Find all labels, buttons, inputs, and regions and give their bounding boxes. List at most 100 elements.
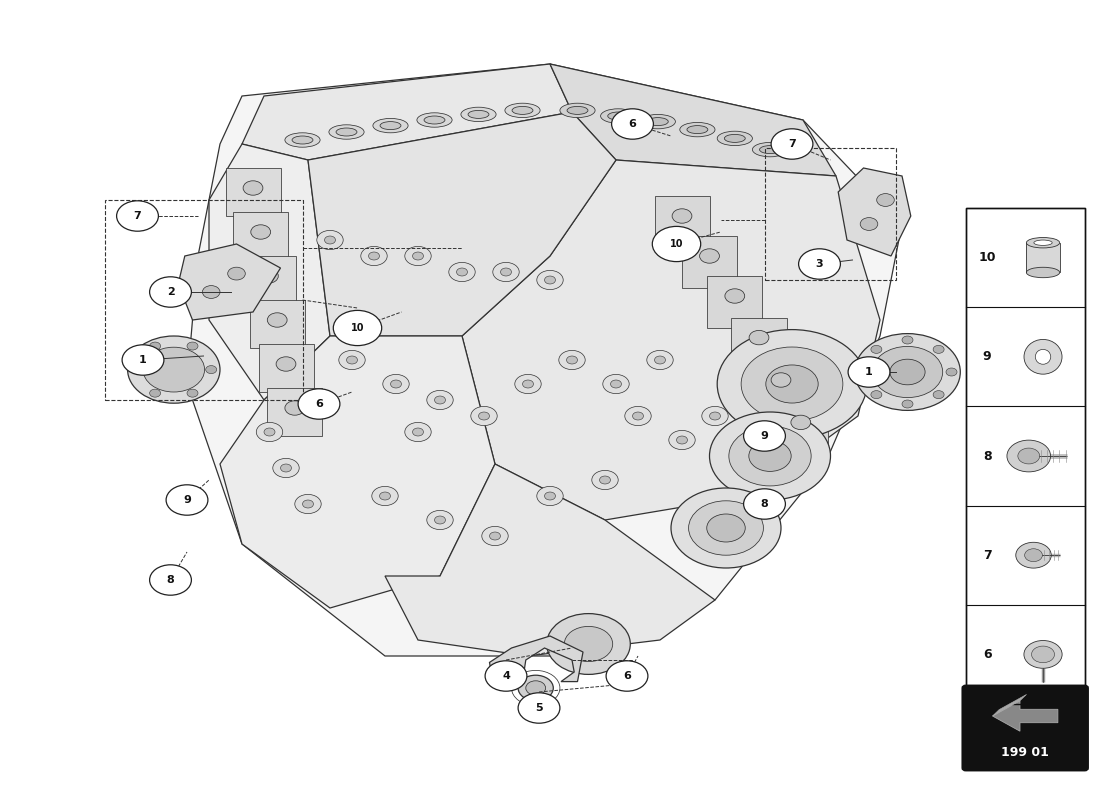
Circle shape: [612, 109, 653, 139]
Circle shape: [500, 268, 512, 276]
Circle shape: [434, 396, 446, 404]
Ellipse shape: [505, 103, 540, 118]
Ellipse shape: [1024, 339, 1062, 374]
Text: 6: 6: [628, 119, 637, 129]
Circle shape: [339, 350, 365, 370]
Circle shape: [871, 390, 882, 398]
Polygon shape: [258, 344, 314, 392]
Circle shape: [122, 345, 164, 375]
Circle shape: [298, 389, 340, 419]
Circle shape: [471, 406, 497, 426]
Circle shape: [522, 380, 534, 388]
Text: 10: 10: [351, 323, 364, 333]
Circle shape: [744, 489, 785, 519]
Circle shape: [202, 286, 220, 298]
Circle shape: [799, 249, 840, 279]
Ellipse shape: [749, 330, 769, 345]
Circle shape: [946, 368, 957, 376]
Circle shape: [855, 334, 960, 410]
Polygon shape: [187, 64, 902, 656]
Circle shape: [295, 494, 321, 514]
Circle shape: [537, 486, 563, 506]
Polygon shape: [242, 64, 572, 160]
FancyBboxPatch shape: [962, 686, 1088, 770]
Text: 8: 8: [166, 575, 175, 585]
Circle shape: [412, 252, 424, 260]
Circle shape: [206, 366, 217, 374]
Text: 9: 9: [760, 431, 769, 441]
Circle shape: [544, 276, 556, 284]
Circle shape: [485, 661, 527, 691]
Circle shape: [187, 342, 198, 350]
Polygon shape: [178, 244, 280, 320]
Circle shape: [515, 374, 541, 394]
Text: 10: 10: [978, 251, 996, 264]
Ellipse shape: [771, 373, 791, 387]
Circle shape: [264, 428, 275, 436]
Circle shape: [228, 267, 245, 280]
Circle shape: [317, 230, 343, 250]
Circle shape: [150, 389, 161, 397]
Circle shape: [490, 532, 500, 540]
Polygon shape: [250, 300, 305, 348]
Polygon shape: [241, 256, 296, 304]
Ellipse shape: [243, 181, 263, 195]
Polygon shape: [992, 694, 1026, 716]
Circle shape: [449, 262, 475, 282]
Circle shape: [1018, 448, 1040, 464]
Circle shape: [372, 486, 398, 506]
Text: 8: 8: [983, 450, 991, 462]
Circle shape: [564, 626, 613, 662]
Circle shape: [324, 236, 336, 244]
Polygon shape: [226, 168, 280, 216]
Ellipse shape: [381, 122, 402, 130]
Text: 7: 7: [133, 211, 142, 221]
Circle shape: [166, 485, 208, 515]
Circle shape: [872, 346, 943, 398]
Circle shape: [405, 422, 431, 442]
Ellipse shape: [461, 107, 496, 122]
Ellipse shape: [512, 106, 534, 114]
Circle shape: [729, 426, 811, 486]
Circle shape: [379, 492, 390, 500]
Circle shape: [632, 412, 644, 420]
Circle shape: [390, 380, 402, 388]
Ellipse shape: [601, 109, 636, 123]
Text: 6: 6: [983, 648, 991, 661]
Circle shape: [710, 412, 830, 500]
Polygon shape: [754, 360, 808, 412]
Circle shape: [610, 380, 621, 388]
Ellipse shape: [640, 114, 675, 129]
Circle shape: [600, 476, 610, 484]
Ellipse shape: [791, 415, 811, 430]
Ellipse shape: [686, 126, 708, 134]
Text: 5: 5: [536, 703, 542, 713]
Circle shape: [544, 492, 556, 500]
Circle shape: [1032, 646, 1055, 662]
Circle shape: [256, 422, 283, 442]
Circle shape: [187, 389, 198, 397]
Polygon shape: [267, 388, 322, 436]
Ellipse shape: [337, 128, 358, 136]
Polygon shape: [220, 336, 495, 608]
Circle shape: [412, 428, 424, 436]
Circle shape: [625, 406, 651, 426]
Ellipse shape: [724, 134, 746, 142]
Text: 4: 4: [502, 671, 510, 681]
Polygon shape: [966, 208, 1085, 704]
Text: 199 01: 199 01: [1001, 746, 1049, 758]
Circle shape: [478, 412, 490, 420]
Circle shape: [566, 356, 578, 364]
Circle shape: [131, 366, 142, 374]
Circle shape: [771, 129, 813, 159]
Ellipse shape: [1034, 240, 1053, 246]
Ellipse shape: [285, 133, 320, 147]
Circle shape: [744, 421, 785, 451]
Text: 8: 8: [760, 499, 769, 509]
Text: 6: 6: [315, 399, 323, 409]
Circle shape: [559, 350, 585, 370]
Circle shape: [434, 516, 446, 524]
Text: euroParts: euroParts: [240, 310, 684, 522]
Circle shape: [518, 693, 560, 723]
Circle shape: [302, 500, 313, 508]
